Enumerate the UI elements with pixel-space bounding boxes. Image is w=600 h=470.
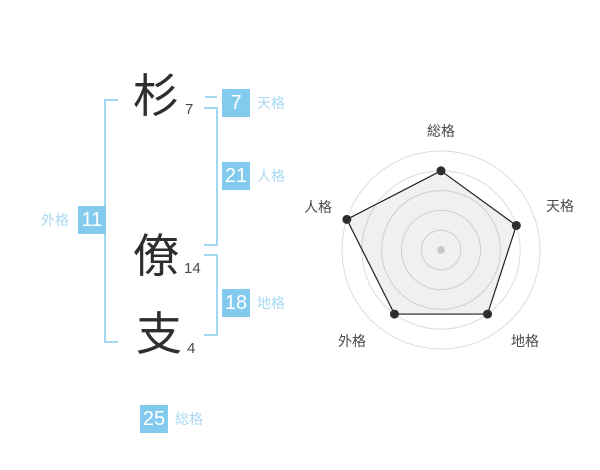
tenkaku-row: 7 天格	[222, 89, 285, 117]
chikaku-value-box: 18	[222, 289, 250, 317]
stroke-count-1: 7	[185, 101, 194, 118]
soukaku-value-box: 25	[140, 405, 168, 433]
jinkaku-value-box: 21	[222, 162, 250, 190]
gaikaku-value-box: 11	[78, 206, 106, 234]
kanji-character-2: 僚	[133, 230, 179, 282]
chikaku-bracket	[204, 254, 218, 336]
tenkaku-label: 天格	[257, 95, 285, 111]
kanji-character-1: 杉	[133, 70, 179, 122]
radar-axis-label-chikaku: 地格	[511, 333, 539, 349]
jinkaku-bracket	[204, 107, 218, 246]
soukaku-label: 総格	[175, 411, 203, 427]
gaikaku-row: 外格 11	[41, 206, 106, 234]
jinkaku-label: 人格	[257, 168, 285, 184]
radar-axis-label-soukaku: 総格	[427, 123, 455, 139]
soukaku-row: 25 総格	[140, 405, 203, 433]
radar-axis-label-tenkaku: 天格	[546, 198, 574, 214]
tenkaku-value-box: 7	[222, 89, 250, 117]
radar-axis-label-jinkaku: 人格	[304, 199, 332, 215]
tenkaku-bracket	[205, 96, 217, 98]
jinkaku-row: 21 人格	[222, 162, 285, 190]
chikaku-row: 18 地格	[222, 289, 285, 317]
stroke-count-3: 4	[187, 340, 196, 357]
radar-axis-label-gaikaku: 外格	[338, 333, 366, 349]
gaikaku-label: 外格	[41, 212, 69, 228]
stroke-count-2: 14	[184, 260, 201, 277]
chikaku-label: 地格	[257, 295, 285, 311]
kanji-character-3: 支	[136, 308, 182, 360]
